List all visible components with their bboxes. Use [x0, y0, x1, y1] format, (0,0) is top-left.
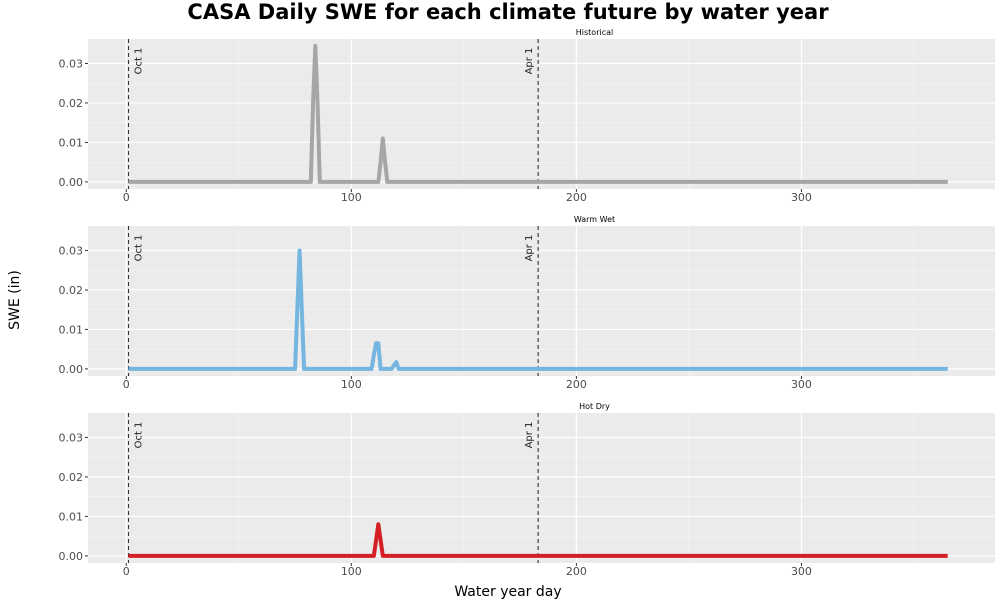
x-tick-label: 200 [566, 378, 587, 391]
y-tick-label: 0.03 [59, 431, 84, 444]
facet-label: Hot Dry [579, 402, 610, 411]
y-axis-title: SWE (in) [7, 270, 23, 330]
x-tick-label: 300 [791, 565, 812, 578]
x-tick-label: 200 [566, 565, 587, 578]
y-tick-label: 0.01 [59, 510, 84, 523]
panel-background [88, 39, 995, 189]
panels-layer: Historical 0.00 0.01 0.02 0.03 0 100 200 300 Oct … [59, 28, 995, 578]
reference-line-label: Oct 1 [134, 235, 145, 262]
reference-line-label: Apr 1 [524, 48, 535, 75]
y-tick-label: 0.02 [59, 284, 84, 297]
x-tick-label: 0 [123, 378, 130, 391]
x-tick-label: 300 [791, 191, 812, 204]
chart-title: CASA Daily SWE for each climate future b… [187, 0, 829, 24]
series-line [128, 522, 948, 558]
x-axis-title: Water year day [454, 584, 561, 600]
y-tick-label: 0.03 [59, 244, 84, 257]
series-line [128, 248, 948, 371]
panel-1: Warm Wet 0.00 0.01 0.02 0.03 0 100 200 300 Oct 1 A… [59, 215, 995, 391]
y-tick-label: 0.00 [59, 363, 84, 376]
y-tick-label: 0.00 [59, 550, 84, 563]
y-tick-label: 0.03 [59, 57, 84, 70]
x-tick-label: 100 [341, 378, 362, 391]
y-tick-label: 0.00 [59, 176, 84, 189]
panel-0: Historical 0.00 0.01 0.02 0.03 0 100 200 300 Oct … [59, 28, 995, 204]
series-line [128, 43, 948, 184]
panel-background [88, 413, 995, 563]
reference-line-label: Oct 1 [134, 422, 145, 449]
x-tick-label: 100 [341, 191, 362, 204]
y-tick-label: 0.02 [59, 97, 84, 110]
reference-line-label: Apr 1 [524, 235, 535, 262]
y-tick-label: 0.02 [59, 471, 84, 484]
y-tick-label: 0.01 [59, 136, 84, 149]
x-tick-label: 300 [791, 378, 812, 391]
x-tick-label: 0 [123, 191, 130, 204]
panel-background [88, 226, 995, 376]
panel-2: Hot Dry 0.00 0.01 0.02 0.03 0 100 200 300 Oct 1 Ap… [59, 402, 995, 578]
x-tick-label: 200 [566, 191, 587, 204]
facet-label: Historical [576, 28, 613, 37]
reference-line-label: Oct 1 [134, 48, 145, 75]
x-tick-label: 0 [123, 565, 130, 578]
reference-line-label: Apr 1 [524, 422, 535, 449]
x-tick-label: 100 [341, 565, 362, 578]
y-tick-label: 0.01 [59, 323, 84, 336]
facet-label: Warm Wet [574, 215, 615, 224]
